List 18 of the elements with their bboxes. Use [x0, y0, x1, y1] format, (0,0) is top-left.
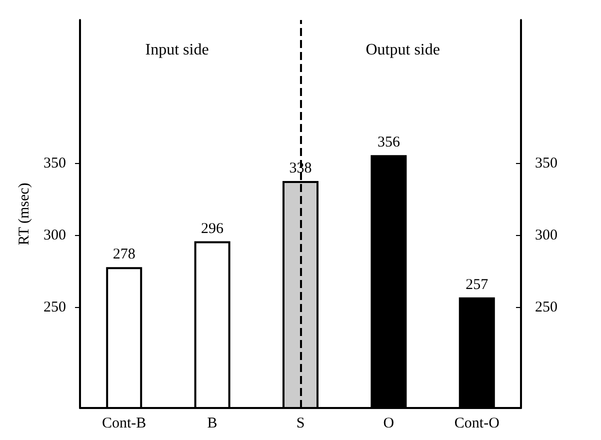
x-tick-label: B [207, 416, 218, 432]
x-tick-label: Cont-B [102, 416, 146, 432]
y-tick-label: 300 [44, 228, 66, 244]
y2-tick-label: 300 [535, 228, 558, 244]
data-label: 278 [112, 246, 136, 263]
x-tick-label: Cont-O [454, 416, 500, 432]
x-tick-label: S [296, 416, 305, 432]
annotation: Input side [145, 42, 209, 58]
data-label: 257 [466, 276, 489, 293]
data-label: 296 [201, 220, 224, 237]
x-tick-label: O [383, 416, 394, 432]
y2-tick-label: 350 [535, 156, 558, 172]
y-tick-label: 250 [44, 299, 66, 316]
y2-tick-label: 250 [535, 299, 558, 316]
annotation: Output side [366, 42, 440, 58]
y-axis-title: RT (msec) [16, 182, 32, 246]
y-tick-label: 350 [44, 156, 66, 172]
data-label: 356 [377, 134, 400, 151]
